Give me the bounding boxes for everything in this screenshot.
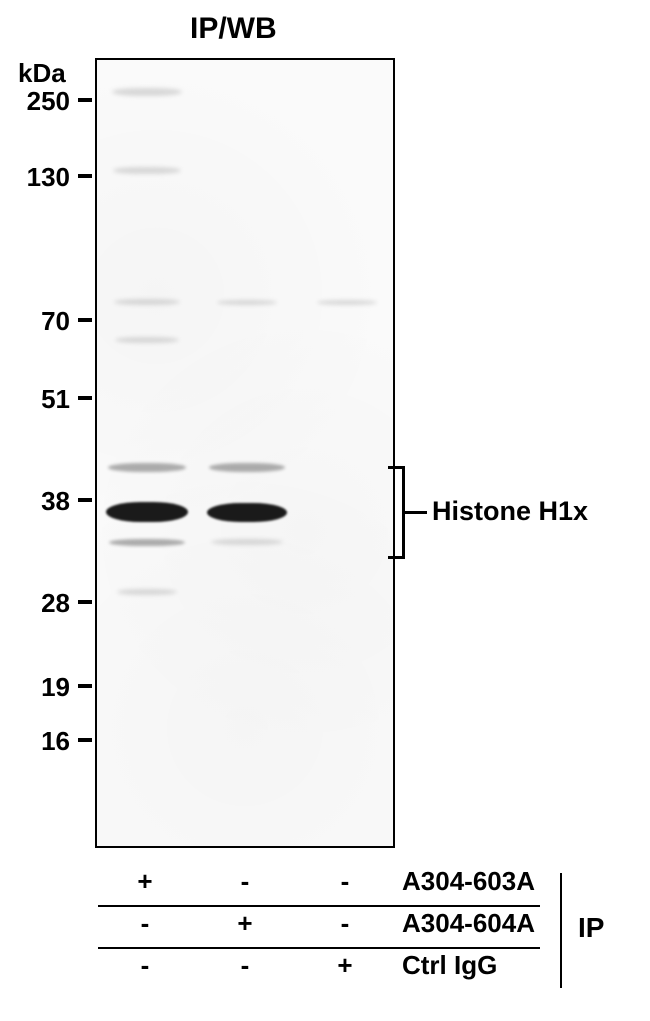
blot-band [106,502,188,522]
blot-band [115,337,179,343]
blot-band [317,300,377,305]
mw-tick [78,738,92,742]
bracket-arm [388,556,402,559]
ip-cell: - [130,950,160,981]
blot-band [209,463,285,472]
mw-tick [78,498,92,502]
blot-band [112,88,182,96]
ip-group-line [560,873,562,988]
ip-cell: + [330,950,360,981]
mw-label: 28 [0,588,70,619]
blot-band [109,539,185,546]
blot-band [207,503,287,522]
ip-cell: - [330,908,360,939]
ip-cell: - [230,866,260,897]
mw-label: 130 [0,162,70,193]
mw-tick [78,174,92,178]
blot-background-noise [97,60,393,846]
mw-label: 16 [0,726,70,757]
axis-unit-label: kDa [18,58,66,89]
target-label: Histone H1x [432,496,588,527]
ip-cell: + [130,866,160,897]
ip-row-divider [98,947,540,949]
bracket-pointer [405,511,427,514]
ip-cell: + [230,908,260,939]
figure-title: IP/WB [190,12,277,46]
ip-row-divider [98,905,540,907]
mw-tick [78,318,92,322]
ip-cell: - [130,908,160,939]
mw-tick [78,600,92,604]
mw-tick [78,98,92,102]
mw-label: 51 [0,384,70,415]
blot-band [217,300,277,305]
ip-cell: - [330,866,360,897]
blot-band [117,589,177,595]
mw-tick [78,684,92,688]
blot-band [113,167,181,174]
bracket-arm [388,466,402,469]
ip-cell: - [230,950,260,981]
ip-group-label: IP [578,912,604,944]
ip-row-label: Ctrl IgG [402,950,497,981]
blot-band [114,299,180,305]
mw-label: 19 [0,672,70,703]
mw-label: 250 [0,86,70,117]
blot-band [108,463,186,472]
mw-label: 70 [0,306,70,337]
mw-label: 38 [0,486,70,517]
blot-frame [95,58,395,848]
figure-container: IP/WB kDa 250 130 70 51 38 28 19 16 Histone H1x… [0,0,650,1021]
ip-row-label: A304-603A [402,866,535,897]
blot-band [211,539,283,545]
mw-tick [78,396,92,400]
ip-row-label: A304-604A [402,908,535,939]
